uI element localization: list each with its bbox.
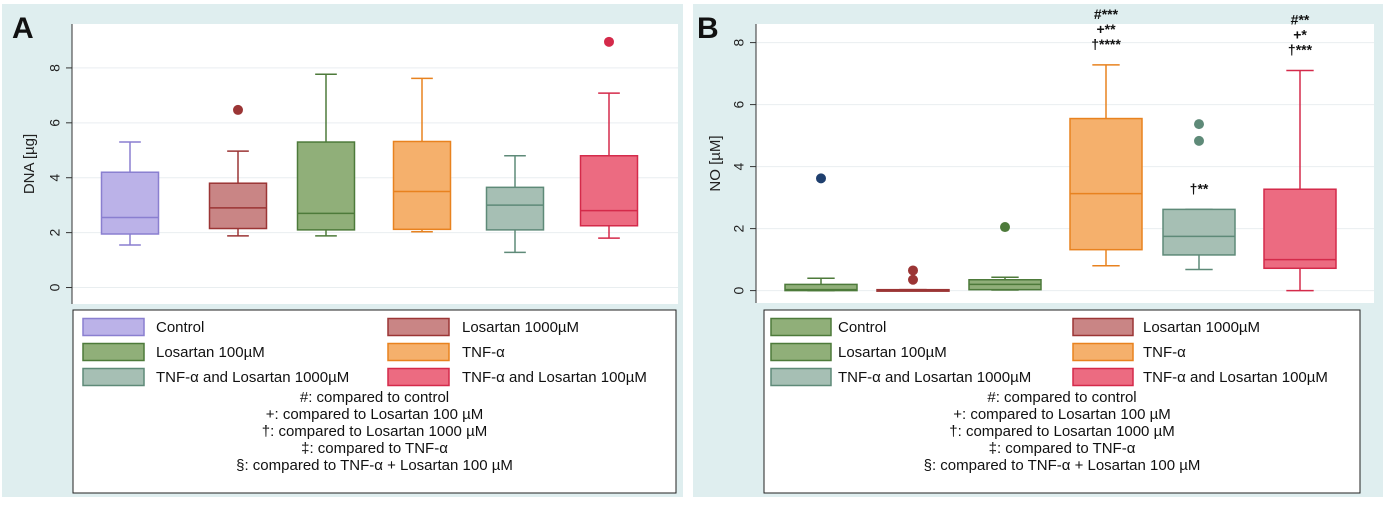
legend-note: ‡: compared to TNF-α xyxy=(301,440,448,457)
box-0 xyxy=(100,141,160,246)
y-tick-label: 6 xyxy=(47,119,63,127)
significance-label: #*** xyxy=(1094,6,1119,22)
legend-swatch xyxy=(387,342,450,362)
legend-swatch xyxy=(770,342,832,362)
box-2 xyxy=(296,73,356,237)
significance-label: +** xyxy=(1096,21,1116,37)
significance-label: +* xyxy=(1293,27,1307,43)
significance-label: †**** xyxy=(1091,36,1121,52)
y-tick-label: 8 xyxy=(47,64,63,72)
y-tick-label: 4 xyxy=(731,162,747,170)
box-3 xyxy=(392,77,452,233)
legend-label: TNF-α and Losartan 100µM xyxy=(462,369,647,386)
legend-label: TNF-α and Losartan 1000µM xyxy=(838,369,1031,386)
legend-note: +: compared to Losartan 100 µM xyxy=(266,406,484,423)
legend-note: †: compared to Losartan 1000 µM xyxy=(262,423,487,440)
box-body xyxy=(1069,117,1143,251)
legend-label: Control xyxy=(838,319,886,336)
box-5 xyxy=(579,36,639,239)
significance-label: #** xyxy=(1291,12,1310,28)
legend-label: Control xyxy=(156,319,204,336)
box-3: #***+**†**** xyxy=(1069,6,1143,267)
legend-swatch xyxy=(82,317,145,337)
y-tick-label: 0 xyxy=(47,283,63,291)
plot-area xyxy=(72,24,678,304)
box-body xyxy=(1162,208,1236,256)
legend-note: #: compared to control xyxy=(987,389,1136,406)
box-1 xyxy=(208,104,268,237)
box-body xyxy=(784,283,858,292)
y-axis-label: NO [µM] xyxy=(707,135,724,191)
legend-swatch xyxy=(1072,367,1134,387)
legend-note: §: compared to TNF-α + Losartan 100 µM xyxy=(924,457,1201,474)
legend-swatch xyxy=(82,342,145,362)
y-tick-label: 2 xyxy=(47,229,63,237)
legend-note: †: compared to Losartan 1000 µM xyxy=(949,423,1174,440)
legend-note: ‡: compared to TNF-α xyxy=(989,440,1136,457)
y-tick-label: 2 xyxy=(731,224,747,232)
box-4 xyxy=(485,155,545,254)
box-5: #**+*†*** xyxy=(1263,12,1337,292)
box-4: †** xyxy=(1162,119,1236,271)
outlier-point xyxy=(1194,119,1204,130)
y-tick-label: 6 xyxy=(731,100,747,108)
box-0 xyxy=(784,173,858,292)
outlier-point xyxy=(604,36,614,47)
significance-label: †** xyxy=(1190,180,1209,196)
legend-swatch xyxy=(770,317,832,337)
outlier-point xyxy=(1194,135,1204,146)
legend xyxy=(763,309,1361,494)
box-body xyxy=(1263,188,1337,270)
outlier-point xyxy=(816,173,826,184)
legend-label: Losartan 1000µM xyxy=(1143,319,1260,336)
y-tick-label: 8 xyxy=(731,38,747,46)
y-tick-label: 4 xyxy=(47,174,63,182)
legend-label: Losartan 100µM xyxy=(838,344,947,361)
box-body xyxy=(392,140,452,231)
legend-swatch xyxy=(1072,342,1134,362)
legend-swatch xyxy=(82,367,145,387)
legend-note: §: compared to TNF-α + Losartan 100 µM xyxy=(236,457,513,474)
significance-label: †*** xyxy=(1288,42,1313,58)
panel-A: A 0 2 4 6 8 DNA [µg] Control Losartan 1000µM Losa… xyxy=(2,4,683,497)
box-body xyxy=(485,186,545,231)
box-body xyxy=(296,141,356,231)
box-1 xyxy=(876,265,950,292)
legend-swatch xyxy=(387,367,450,387)
box-body xyxy=(579,155,639,227)
outlier-point xyxy=(1000,222,1010,233)
y-axis-label: DNA [µg] xyxy=(21,134,38,194)
legend-swatch xyxy=(770,367,832,387)
box-body xyxy=(208,182,268,230)
legend-label: TNF-α and Losartan 100µM xyxy=(1143,369,1328,386)
box-body xyxy=(100,171,160,235)
y-tick-label: 0 xyxy=(731,286,747,294)
legend-label: Losartan 100µM xyxy=(156,344,265,361)
outlier-point xyxy=(908,274,918,285)
panel-B: B 0 2 4 6 8 NO [µM] #***+**†**** †** #**+*†*** Con… xyxy=(693,4,1383,497)
legend-label: TNF-α xyxy=(1143,344,1186,361)
legend-swatch xyxy=(387,317,450,337)
legend xyxy=(72,309,677,494)
outlier-point xyxy=(233,104,243,115)
panel-letter: A xyxy=(12,12,34,45)
panel-letter: B xyxy=(697,12,719,45)
outlier-point xyxy=(908,265,918,276)
legend-note: #: compared to control xyxy=(300,389,449,406)
legend-label: TNF-α xyxy=(462,344,505,361)
legend-note: +: compared to Losartan 100 µM xyxy=(953,406,1171,423)
legend-swatch xyxy=(1072,317,1134,337)
legend-label: Losartan 1000µM xyxy=(462,319,579,336)
box-2 xyxy=(968,222,1042,291)
legend-label: TNF-α and Losartan 1000µM xyxy=(156,369,349,386)
